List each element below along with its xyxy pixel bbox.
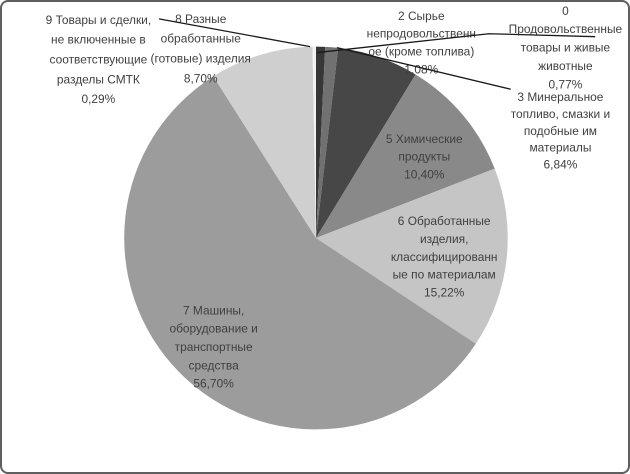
slice-label-2: 2 Сырье непродовольственн ое (кроме топлив… <box>367 9 476 77</box>
pie-slice-9 <box>312 46 316 238</box>
slice-label-6: 6 Обработанные изделия, классифицированн ые… <box>391 214 498 299</box>
slice-label-3: 3 Минеральное топливо, смазки и подобные и… <box>511 90 610 171</box>
leader-line-3 <box>336 46 511 90</box>
slice-label-7: 7 Машины, оборудование и транспортные средс… <box>169 303 257 390</box>
slice-label-5: 5 Химические продукты 10,40% <box>386 132 463 182</box>
slice-label-9: 9 Товары и сделки, не включенные в соответ… <box>46 13 152 106</box>
slice-label-0: 0 Продовольственные товары и живые животные… <box>509 4 623 91</box>
pie-slice-0 <box>315 46 326 238</box>
pie-slice-2 <box>315 46 339 238</box>
leader-line-0 <box>316 33 596 54</box>
pie-slice-5 <box>315 74 495 238</box>
pie-slice-3 <box>315 47 416 238</box>
pie-slice-8 <box>213 46 316 238</box>
leader-line-9 <box>158 18 311 48</box>
pie-slice-7 <box>124 76 476 430</box>
slice-label-8: 8 Разные обработанные (готовые) изделия 8,7… <box>151 12 251 85</box>
pie-slice-6 <box>315 168 508 344</box>
